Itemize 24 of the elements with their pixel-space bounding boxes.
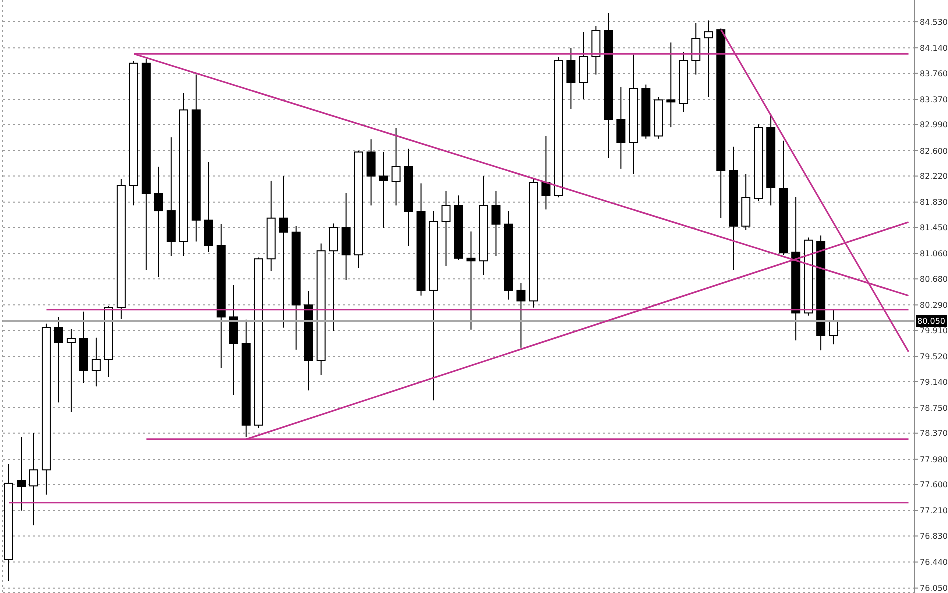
y-tick-label: 79.140 <box>920 378 948 387</box>
y-tick-label: 77.980 <box>920 455 948 464</box>
y-tick-label: 80.680 <box>920 274 948 284</box>
y-tick-label: 81.060 <box>920 250 948 259</box>
y-tick-label: 84.140 <box>920 44 948 53</box>
y-tick-label: 76.830 <box>920 532 948 542</box>
y-tick-label: 76.050 <box>920 584 948 593</box>
y-tick-label: 84.530 <box>920 18 948 27</box>
y-tick-label: 77.210 <box>920 506 948 516</box>
y-tick-label: 79.910 <box>920 326 948 336</box>
y-tick-label: 83.370 <box>920 95 948 104</box>
y-tick-label: 83.760 <box>920 69 948 78</box>
y-tick-label: 78.370 <box>920 429 948 438</box>
y-tick-label: 81.830 <box>920 198 948 208</box>
y-tick-label: 80.290 <box>920 301 948 310</box>
ref-line-label: 80.050 <box>918 317 946 326</box>
y-tick-label: 79.520 <box>920 352 948 362</box>
y-tick-label: 82.600 <box>920 146 948 156</box>
y-tick-label: 82.220 <box>920 172 948 182</box>
y-tick-label: 77.600 <box>920 480 948 490</box>
y-tick-label: 82.990 <box>920 120 948 130</box>
y-tick-label: 81.450 <box>920 224 948 233</box>
y-tick-label: 78.750 <box>920 404 948 413</box>
y-tick-label: 76.440 <box>920 558 948 568</box>
